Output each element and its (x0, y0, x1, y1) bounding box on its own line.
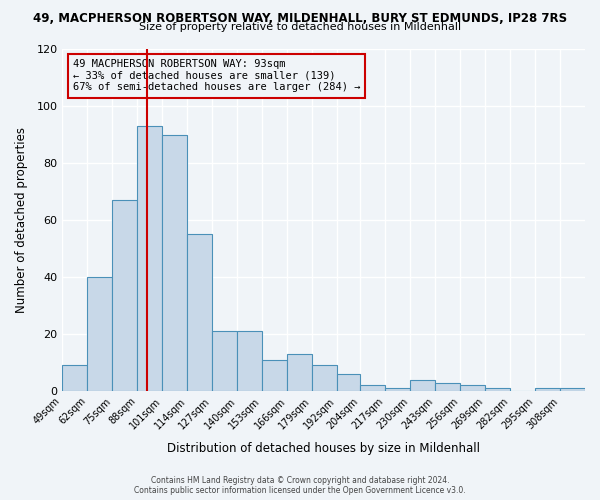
Bar (237, 331, 262, 391)
Bar (535, 388, 560, 391)
Bar (337, 374, 360, 391)
Bar (212, 331, 237, 391)
Bar (62, 366, 88, 391)
Bar (460, 386, 485, 391)
Bar (287, 354, 312, 391)
Text: 49, MACPHERSON ROBERTSON WAY, MILDENHALL, BURY ST EDMUNDS, IP28 7RS: 49, MACPHERSON ROBERTSON WAY, MILDENHALL… (33, 12, 567, 26)
Bar (162, 134, 187, 391)
Bar (385, 388, 410, 391)
Bar (112, 200, 137, 391)
Bar (410, 380, 435, 391)
Bar (360, 386, 385, 391)
Text: Size of property relative to detached houses in Mildenhall: Size of property relative to detached ho… (139, 22, 461, 32)
Bar (560, 388, 585, 391)
Text: 49 MACPHERSON ROBERTSON WAY: 93sqm
← 33% of detached houses are smaller (139)
67: 49 MACPHERSON ROBERTSON WAY: 93sqm ← 33%… (73, 60, 360, 92)
X-axis label: Distribution of detached houses by size in Mildenhall: Distribution of detached houses by size … (167, 442, 480, 455)
Text: Contains HM Land Registry data © Crown copyright and database right 2024.
Contai: Contains HM Land Registry data © Crown c… (134, 476, 466, 495)
Bar (137, 126, 162, 391)
Y-axis label: Number of detached properties: Number of detached properties (15, 127, 28, 313)
Bar (312, 366, 337, 391)
Bar (88, 277, 112, 391)
Bar (262, 360, 287, 391)
Bar (435, 382, 460, 391)
Bar (485, 388, 510, 391)
Bar (187, 234, 212, 391)
